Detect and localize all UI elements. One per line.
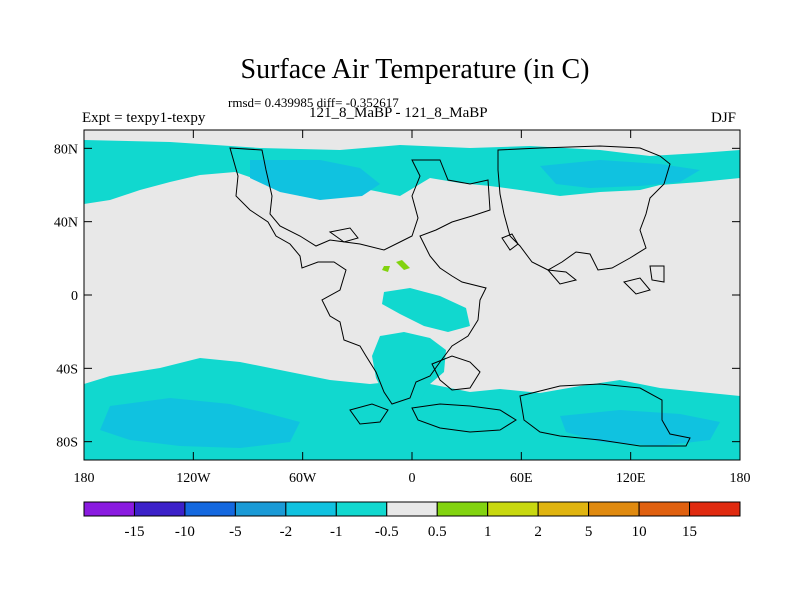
antarctic-core — [100, 398, 300, 448]
colorbar-swatch — [83, 501, 135, 517]
lat-tick-label: 0 — [71, 289, 78, 304]
lat-tick-label: 40S — [56, 362, 78, 377]
colorbar-label: 10 — [632, 524, 647, 540]
colorbar-label: 1 — [484, 524, 492, 540]
equatorial-atlantic-patch — [382, 288, 470, 332]
lat-tick-label: 80S — [56, 436, 78, 451]
colorbar-label: -5 — [229, 524, 242, 540]
lat-tick-label: 80N — [54, 142, 78, 157]
colorbar-label: 0.5 — [428, 524, 447, 540]
colorbar-swatch — [133, 501, 186, 517]
lon-tick-label: 180 — [74, 471, 95, 486]
chart-title: Surface Air Temperature (in C) — [240, 54, 590, 85]
colorbar-label: -2 — [280, 524, 293, 540]
colorbar-swatch — [234, 501, 287, 517]
stats-label: rmsd= 0.439985 diff= -0.352617 — [228, 95, 399, 110]
colorbar-swatch — [638, 501, 691, 517]
anomaly-field-neg-one — [100, 160, 720, 448]
lon-tick-label: 0 — [409, 471, 416, 486]
north-atlantic-core — [250, 160, 380, 200]
colorbar-swatch — [537, 501, 590, 517]
lat-tick-label: 40N — [54, 216, 78, 231]
siberian-core — [540, 160, 700, 188]
colorbar-swatch — [436, 501, 489, 517]
map-plot-area — [83, 129, 741, 461]
lon-tick-label: 120E — [616, 471, 646, 486]
colorbar-swatch — [184, 501, 236, 517]
lon-tick-label: 60E — [510, 471, 533, 486]
colorbar-swatch — [285, 501, 337, 517]
colorbar-label: -10 — [175, 524, 195, 540]
coastlines — [229, 145, 691, 447]
colorbar-label: 5 — [585, 524, 593, 540]
colorbar-label: -0.5 — [375, 524, 399, 540]
colorbar-swatch — [689, 501, 741, 517]
colorbar-label: -15 — [124, 524, 144, 540]
colorbar-swatch — [335, 501, 388, 517]
positive-anomaly-patch — [382, 260, 410, 272]
map-axes: 180 120W 60W 0 60E 120E 180 80N 40N 0 40S 80S — [54, 130, 751, 486]
south-america-patch — [372, 332, 446, 410]
runs-label: 121_8_MaBP - 121_8_MaBP — [309, 105, 488, 121]
lon-tick-label: 180 — [730, 471, 751, 486]
experiment-label: Expt = texpy1-texpy — [82, 110, 206, 126]
season-label: DJF — [711, 110, 737, 126]
lon-tick-label: 120W — [176, 471, 211, 486]
lon-tick-label: 60W — [289, 471, 317, 486]
colorbar-label: -1 — [330, 524, 343, 540]
colorbar-label: 2 — [534, 524, 542, 540]
colorbar-swatch — [386, 501, 438, 517]
colorbar: -15 -10 -5 -2 -1 -0.5 0.5 1 2 5 10 15 — [83, 501, 741, 540]
east-antarctic-core — [560, 410, 720, 446]
colorbar-swatch — [588, 501, 640, 517]
arctic-band — [84, 140, 740, 204]
colorbar-label: 15 — [682, 524, 697, 540]
colorbar-swatch — [487, 501, 539, 517]
